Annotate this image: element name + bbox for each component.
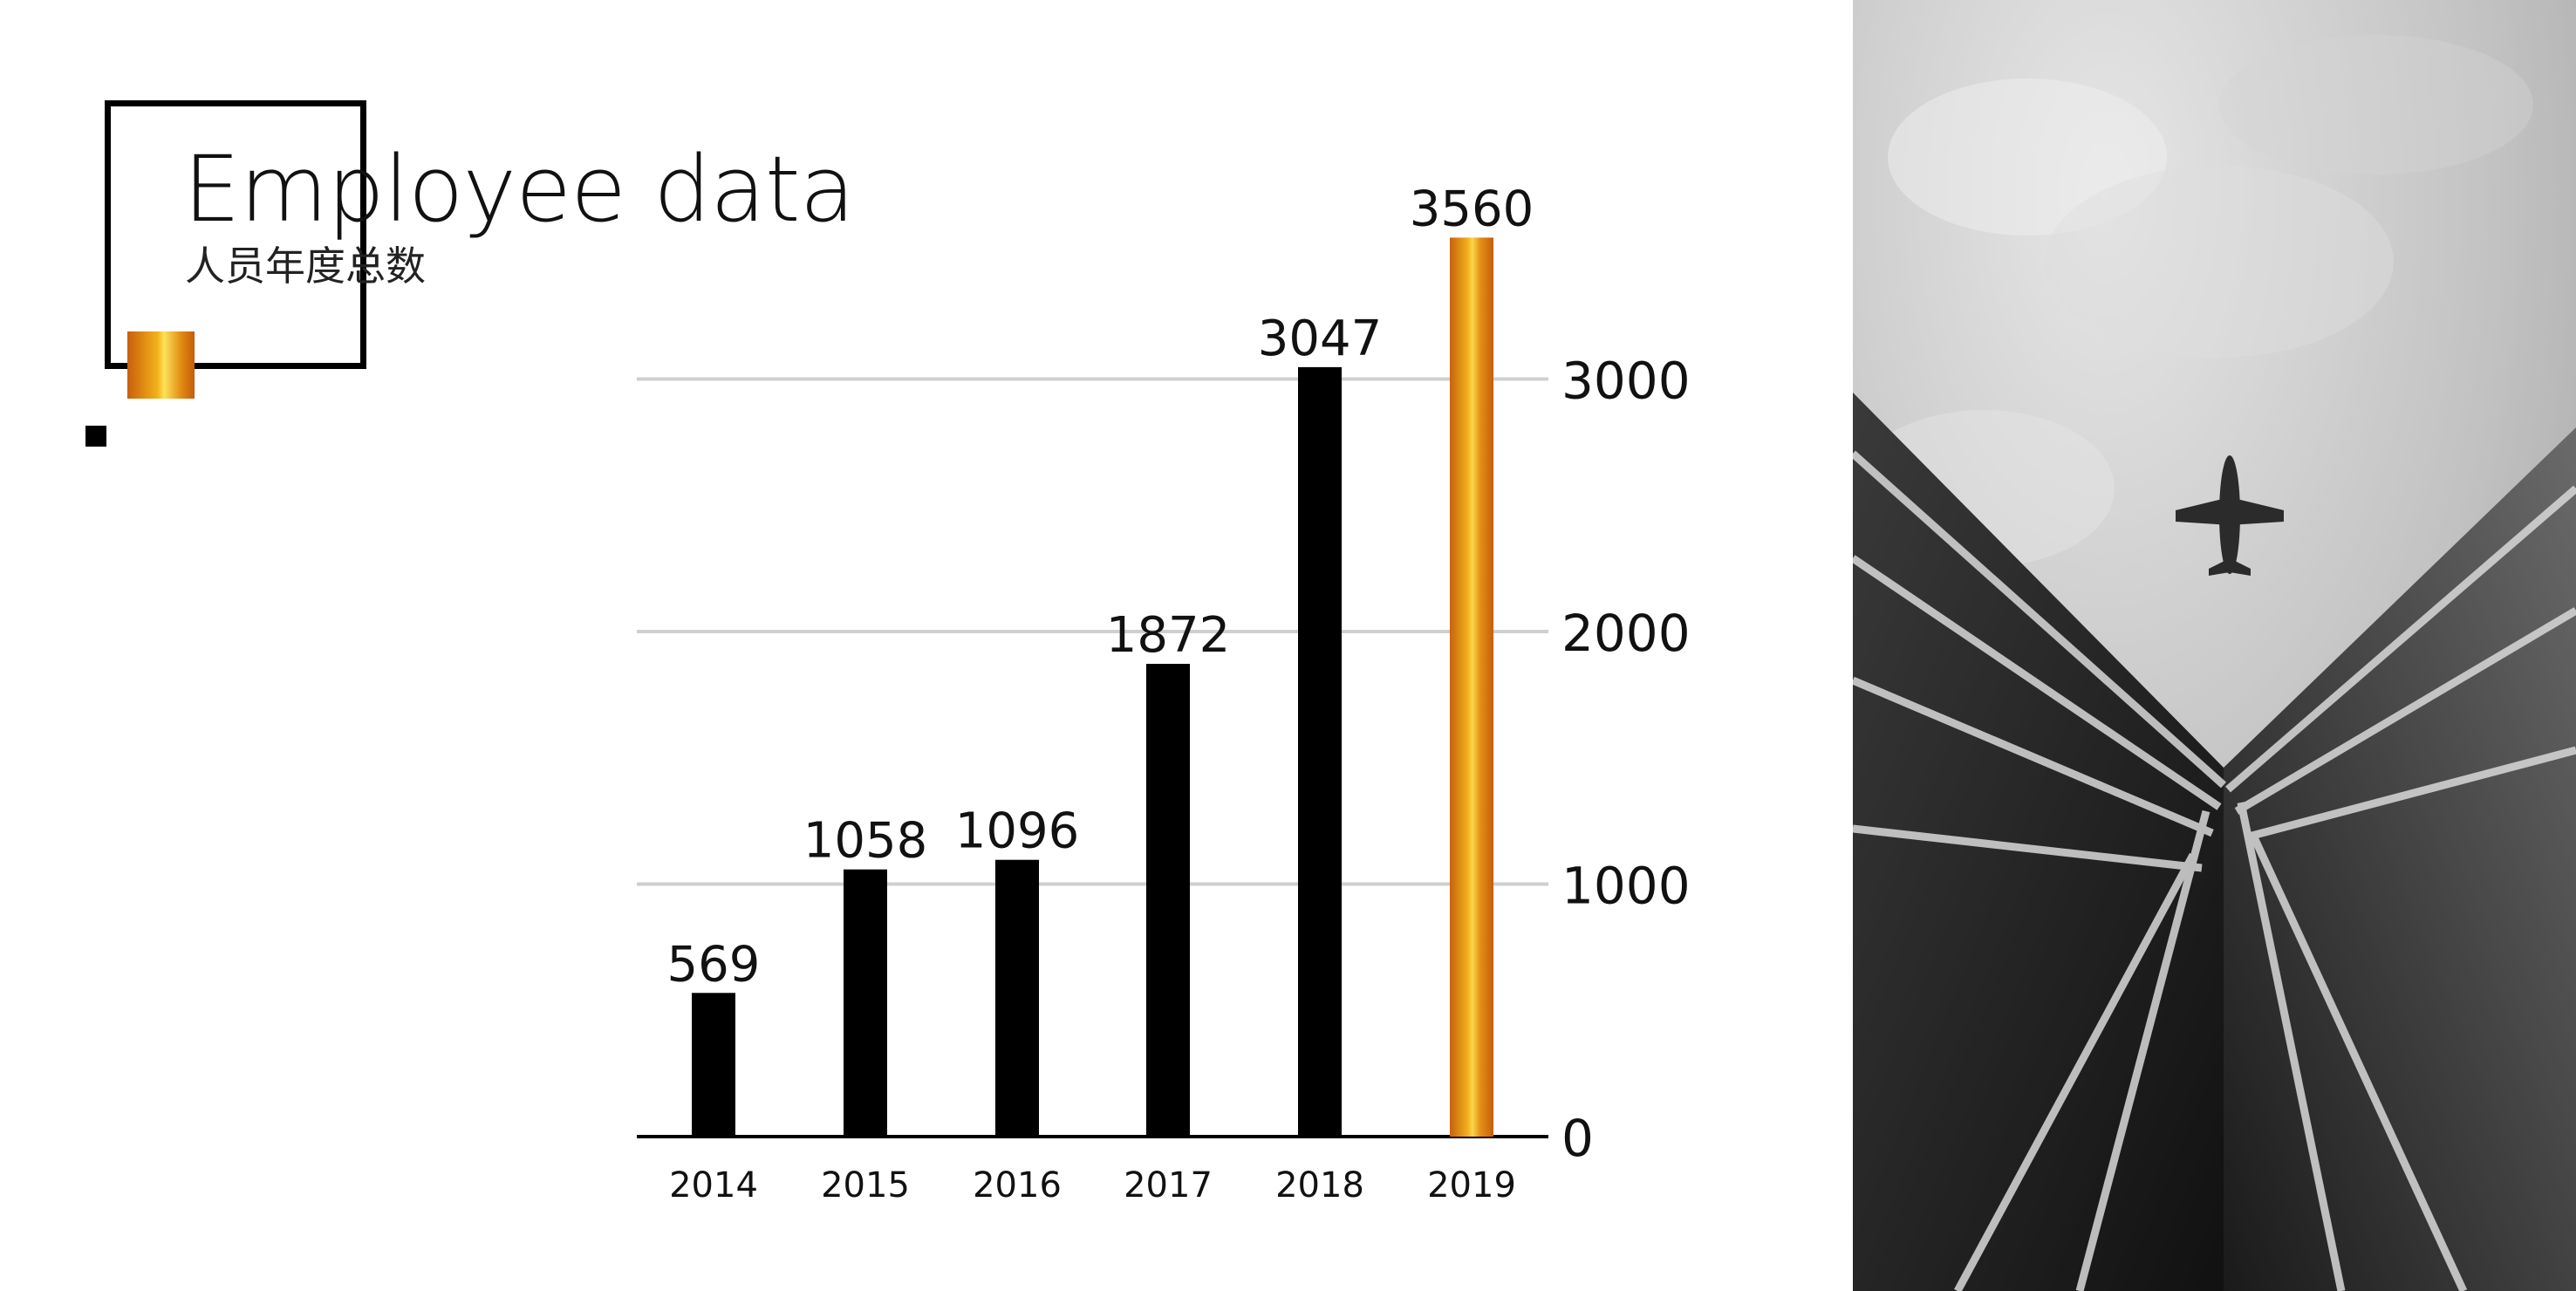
- x-tick-label: 2016: [973, 1165, 1062, 1206]
- x-tick-label: 2018: [1275, 1165, 1364, 1206]
- data-label: 1872: [1106, 607, 1231, 664]
- bar-2016: [995, 859, 1039, 1137]
- page-title: Employee data: [183, 136, 855, 242]
- y-tick-label: 0: [1561, 1109, 1594, 1168]
- bar-2015: [844, 869, 887, 1137]
- airplane-icon: [2176, 455, 2284, 576]
- y-tick-label: 1000: [1561, 857, 1691, 916]
- bar-2017: [1146, 664, 1190, 1137]
- black-accent-dot: [85, 426, 106, 447]
- data-label: 1058: [803, 813, 928, 870]
- x-tick-label: 2015: [821, 1165, 910, 1206]
- data-label: 1096: [955, 803, 1080, 860]
- page-subtitle: 人员年度总数: [185, 242, 426, 290]
- x-tick-label: 2017: [1124, 1165, 1213, 1206]
- data-label: 3560: [1410, 181, 1534, 237]
- skyscraper-photo: [1853, 0, 2576, 1291]
- data-label: 3047: [1258, 311, 1383, 367]
- data-label: 569: [667, 936, 761, 993]
- bar-2018: [1298, 366, 1342, 1137]
- bar-2014: [692, 993, 735, 1137]
- y-tick-label: 2000: [1561, 604, 1691, 663]
- x-tick-label: 2014: [669, 1165, 758, 1206]
- title-frame: [105, 100, 366, 369]
- bar-chart: 0 1000 2000 3000 569 2014 1058 2015 1096 2016 1872…: [637, 181, 1691, 1206]
- bar-2019: [1450, 237, 1493, 1137]
- orange-accent-square: [127, 331, 195, 399]
- y-tick-label: 3000: [1561, 352, 1691, 411]
- x-tick-label: 2019: [1427, 1165, 1516, 1206]
